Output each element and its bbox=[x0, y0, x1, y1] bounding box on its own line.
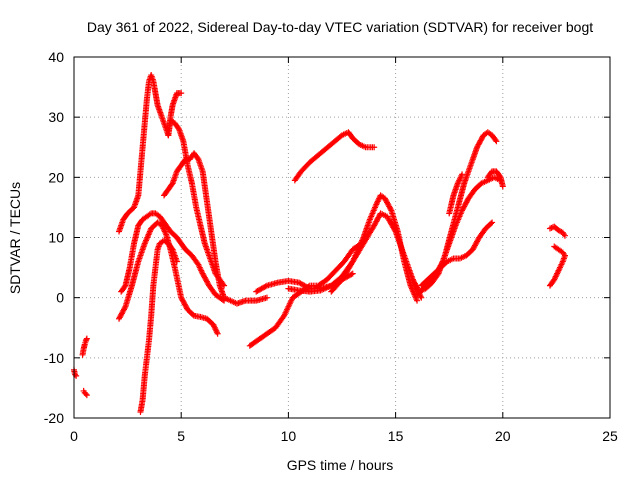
series-s10 bbox=[246, 240, 365, 349]
data-point bbox=[561, 232, 568, 239]
data-point bbox=[168, 181, 175, 188]
series-s18 bbox=[446, 171, 466, 217]
data-markers bbox=[71, 72, 568, 415]
y-tick-label: 20 bbox=[48, 169, 64, 185]
data-point bbox=[72, 371, 79, 378]
y-tick-label: -10 bbox=[44, 350, 64, 366]
data-point bbox=[263, 294, 270, 301]
data-point bbox=[173, 258, 180, 265]
series-s02 bbox=[79, 335, 90, 358]
data-point bbox=[83, 335, 90, 342]
series-s05 bbox=[118, 210, 228, 304]
data-point bbox=[214, 330, 221, 337]
data-point bbox=[348, 271, 355, 278]
data-point bbox=[387, 206, 394, 213]
data-point bbox=[418, 294, 425, 301]
data-point bbox=[499, 183, 506, 190]
data-point bbox=[349, 270, 356, 277]
series-s01 bbox=[71, 366, 80, 379]
axis-ticks: 0 5 10 15 20 25 -20 -10 0 10 20 30 40 bbox=[44, 49, 618, 444]
data-point bbox=[83, 392, 90, 399]
data-point bbox=[496, 173, 503, 180]
series-s12 bbox=[291, 129, 378, 184]
data-point bbox=[561, 252, 568, 259]
data-point bbox=[121, 283, 128, 290]
x-tick-label: 25 bbox=[602, 428, 618, 444]
series-s17 bbox=[418, 219, 496, 289]
series-s20 bbox=[546, 223, 568, 239]
data-point bbox=[220, 281, 227, 288]
data-point bbox=[194, 155, 201, 162]
data-point bbox=[168, 245, 175, 252]
y-axis-label: SDTVAR / TECUs bbox=[7, 182, 23, 294]
data-point bbox=[488, 220, 495, 227]
data-point bbox=[414, 297, 421, 304]
x-tick-label: 0 bbox=[70, 428, 78, 444]
series-s03 bbox=[80, 387, 90, 399]
data-point bbox=[391, 227, 398, 234]
data-point bbox=[459, 171, 466, 178]
series-s19 bbox=[484, 168, 506, 190]
y-tick-label: 30 bbox=[48, 109, 64, 125]
data-point bbox=[175, 124, 182, 131]
series-s22 bbox=[551, 243, 568, 259]
data-point bbox=[493, 138, 500, 145]
grid-lines bbox=[74, 57, 610, 418]
data-point bbox=[371, 144, 378, 151]
series-s04 bbox=[116, 72, 185, 235]
data-point bbox=[489, 219, 496, 226]
data-point bbox=[82, 390, 89, 397]
x-tick-label: 15 bbox=[388, 428, 404, 444]
series-s06 bbox=[116, 219, 221, 337]
data-point bbox=[121, 305, 128, 312]
series-s09 bbox=[165, 117, 228, 289]
data-point bbox=[178, 90, 185, 97]
x-tick-label: 20 bbox=[495, 428, 511, 444]
x-axis-label: GPS time / hours bbox=[287, 457, 394, 473]
series-s15 bbox=[409, 129, 500, 295]
data-point bbox=[262, 283, 269, 290]
x-tick-label: 10 bbox=[281, 428, 297, 444]
data-point bbox=[189, 311, 196, 318]
data-point bbox=[221, 282, 228, 289]
chart-title: Day 361 of 2022, Sidereal Day-to-day VTE… bbox=[87, 19, 593, 35]
y-tick-label: -20 bbox=[44, 410, 64, 426]
data-point bbox=[492, 137, 499, 144]
series-s21 bbox=[546, 252, 568, 289]
y-tick-label: 0 bbox=[56, 290, 64, 306]
y-tick-label: 40 bbox=[48, 49, 64, 65]
series-s07 bbox=[137, 237, 180, 415]
y-tick-label: 10 bbox=[48, 230, 64, 246]
x-tick-label: 5 bbox=[177, 428, 185, 444]
